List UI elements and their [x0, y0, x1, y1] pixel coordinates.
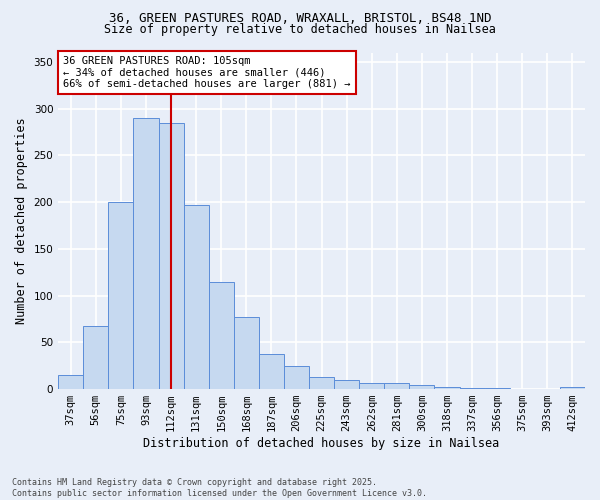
Bar — [460, 388, 485, 389]
Bar — [284, 366, 309, 389]
Bar — [409, 386, 434, 389]
Text: Size of property relative to detached houses in Nailsea: Size of property relative to detached ho… — [104, 22, 496, 36]
Bar — [259, 354, 284, 389]
Bar — [385, 384, 409, 389]
Bar — [334, 380, 359, 389]
Text: 36 GREEN PASTURES ROAD: 105sqm
← 34% of detached houses are smaller (446)
66% of: 36 GREEN PASTURES ROAD: 105sqm ← 34% of … — [64, 56, 351, 89]
Bar — [485, 388, 510, 389]
Bar — [158, 122, 184, 389]
Bar — [58, 375, 83, 389]
Bar — [83, 326, 109, 389]
Bar — [109, 202, 133, 389]
Bar — [434, 387, 460, 389]
Bar — [309, 377, 334, 389]
Y-axis label: Number of detached properties: Number of detached properties — [15, 118, 28, 324]
Text: 36, GREEN PASTURES ROAD, WRAXALL, BRISTOL, BS48 1ND: 36, GREEN PASTURES ROAD, WRAXALL, BRISTO… — [109, 12, 491, 26]
Bar — [359, 384, 385, 389]
Bar — [209, 282, 234, 389]
Text: Contains HM Land Registry data © Crown copyright and database right 2025.
Contai: Contains HM Land Registry data © Crown c… — [12, 478, 427, 498]
Bar — [560, 387, 585, 389]
Bar — [133, 118, 158, 389]
Bar — [184, 205, 209, 389]
X-axis label: Distribution of detached houses by size in Nailsea: Distribution of detached houses by size … — [143, 437, 500, 450]
Bar — [234, 317, 259, 389]
